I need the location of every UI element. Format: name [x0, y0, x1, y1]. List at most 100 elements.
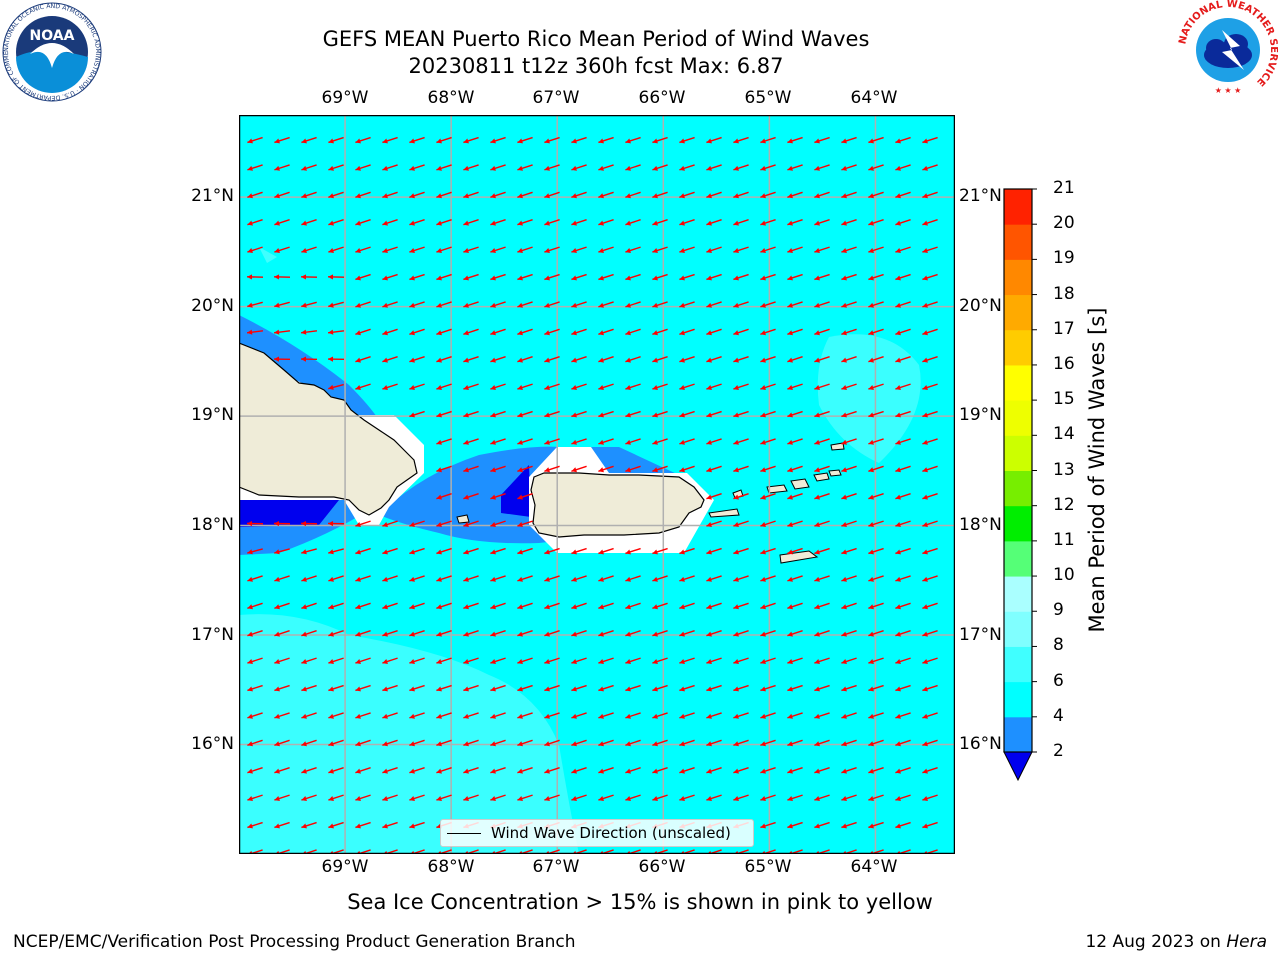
wind-wave-arrow: [895, 465, 911, 473]
wind-wave-arrow: [868, 767, 884, 774]
hispaniola-land: [239, 342, 418, 516]
wind-wave-arrow: [355, 575, 371, 582]
wind-wave-arrow: [300, 329, 318, 335]
wind-wave-arrow: [868, 712, 884, 719]
colorbar-tick-label: 20: [1053, 213, 1075, 234]
wind-wave-arrow: [301, 548, 317, 555]
wind-wave-arrow: [868, 246, 884, 253]
wind-wave-arrow: [922, 273, 938, 281]
wind-wave-arrow: [706, 219, 722, 226]
wind-wave-arrow: [814, 328, 830, 336]
wind-wave-arrow: [490, 328, 506, 336]
wind-wave-arrow: [598, 767, 614, 774]
wind-wave-arrow: [517, 465, 533, 473]
wind-wave-arrow: [301, 602, 317, 610]
wind-wave-arrow: [787, 602, 803, 610]
wind-wave-arrow: [490, 630, 506, 637]
wind-wave-arrow: [463, 493, 479, 500]
wind-wave-arrow: [652, 383, 668, 390]
wind-wave-arrow: [895, 602, 911, 610]
wind-wave-arrow: [463, 301, 479, 308]
colorbar-tick-label: 13: [1053, 459, 1075, 480]
wind-wave-arrow: [760, 438, 776, 445]
wind-wave-arrow: [706, 630, 722, 637]
wind-wave-arrow: [355, 273, 371, 281]
wind-wave-arrow: [382, 794, 398, 801]
map-legend: Wind Wave Direction (unscaled): [440, 819, 754, 847]
wind-wave-arrow: [868, 739, 884, 747]
wind-wave-arrow: [328, 602, 344, 610]
wind-wave-arrow: [382, 191, 398, 199]
wind-wave-arrow: [355, 821, 371, 829]
legend-line-swatch: [447, 832, 481, 834]
colorbar-tick-label: 18: [1053, 283, 1075, 304]
wind-wave-arrow: [490, 356, 506, 363]
wind-wave-arrow: [922, 684, 938, 692]
wind-wave-arrow: [517, 136, 533, 144]
wind-wave-arrow: [328, 739, 344, 747]
wind-wave-arrow: [301, 821, 317, 829]
wind-wave-arrow: [760, 575, 776, 582]
wind-wave-arrow: [814, 794, 830, 801]
wind-wave-arrow: [382, 630, 398, 637]
wind-wave-arrow: [868, 575, 884, 582]
wind-wave-arrow: [841, 767, 857, 774]
wind-wave-arrow: [544, 684, 560, 692]
wind-wave-arrow: [274, 301, 290, 308]
wind-wave-arrow: [652, 739, 668, 747]
wind-wave-arrow: [463, 575, 479, 582]
wind-wave-arrow: [247, 767, 263, 774]
wind-wave-arrow: [895, 383, 911, 390]
wind-wave-arrow: [841, 575, 857, 582]
wind-wave-arrow: [409, 602, 425, 610]
wind-wave-arrow: [922, 465, 938, 473]
wind-wave-arrow: [274, 602, 290, 610]
wind-wave-arrow: [517, 684, 533, 692]
wind-wave-arrow: [652, 410, 668, 418]
wind-wave-arrow: [895, 410, 911, 418]
wind-wave-arrow: [571, 191, 587, 199]
wind-wave-arrow: [273, 520, 291, 527]
wind-wave-arrow: [625, 246, 641, 253]
lat-label-left-20n: 20°N: [191, 296, 234, 316]
wind-wave-arrow: [652, 356, 668, 363]
wind-wave-arrow: [436, 767, 452, 774]
wind-wave-arrow: [733, 273, 749, 281]
wind-wave-arrow: [679, 328, 695, 336]
wind-wave-arrow: [300, 356, 318, 362]
period-6-8-region-small: [259, 247, 277, 263]
wind-wave-arrow: [463, 465, 479, 473]
colorbar-segment: [1004, 611, 1032, 647]
wind-wave-arrow: [301, 630, 317, 637]
wind-wave-arrow: [679, 547, 695, 555]
wind-wave-arrow: [598, 602, 614, 610]
wind-wave-arrow: [382, 739, 398, 747]
wind-wave-arrow: [544, 657, 560, 664]
wind-wave-arrow: [382, 520, 398, 527]
wind-wave-arrow: [274, 575, 290, 582]
wind-wave-arrow: [760, 273, 776, 281]
wind-wave-arrow: [598, 410, 614, 418]
wind-wave-arrow: [436, 136, 452, 144]
wind-wave-arrow: [922, 520, 938, 527]
wind-wave-arrow: [274, 548, 290, 555]
wind-wave-arrow: [625, 630, 641, 637]
wind-wave-arrow: [841, 712, 857, 719]
wind-wave-arrow: [760, 219, 776, 226]
colorbar-segment: [1004, 189, 1032, 225]
wind-wave-arrow: [382, 821, 398, 829]
wind-wave-arrow: [571, 410, 587, 418]
wind-wave-arrow: [652, 767, 668, 774]
wind-wave-arrow: [922, 383, 938, 390]
wind-wave-arrow: [247, 794, 263, 801]
wind-wave-arrow: [706, 191, 722, 199]
wind-wave-arrow: [787, 246, 803, 253]
wind-wave-arrow: [733, 383, 749, 390]
wind-wave-arrow: [463, 547, 479, 555]
wind-wave-arrow: [814, 821, 830, 829]
wind-wave-arrow: [652, 438, 668, 445]
wind-wave-arrow: [517, 301, 533, 308]
wind-wave-arrow: [652, 547, 668, 555]
wind-wave-arrow: [436, 493, 452, 500]
wind-wave-arrow: [246, 520, 264, 527]
